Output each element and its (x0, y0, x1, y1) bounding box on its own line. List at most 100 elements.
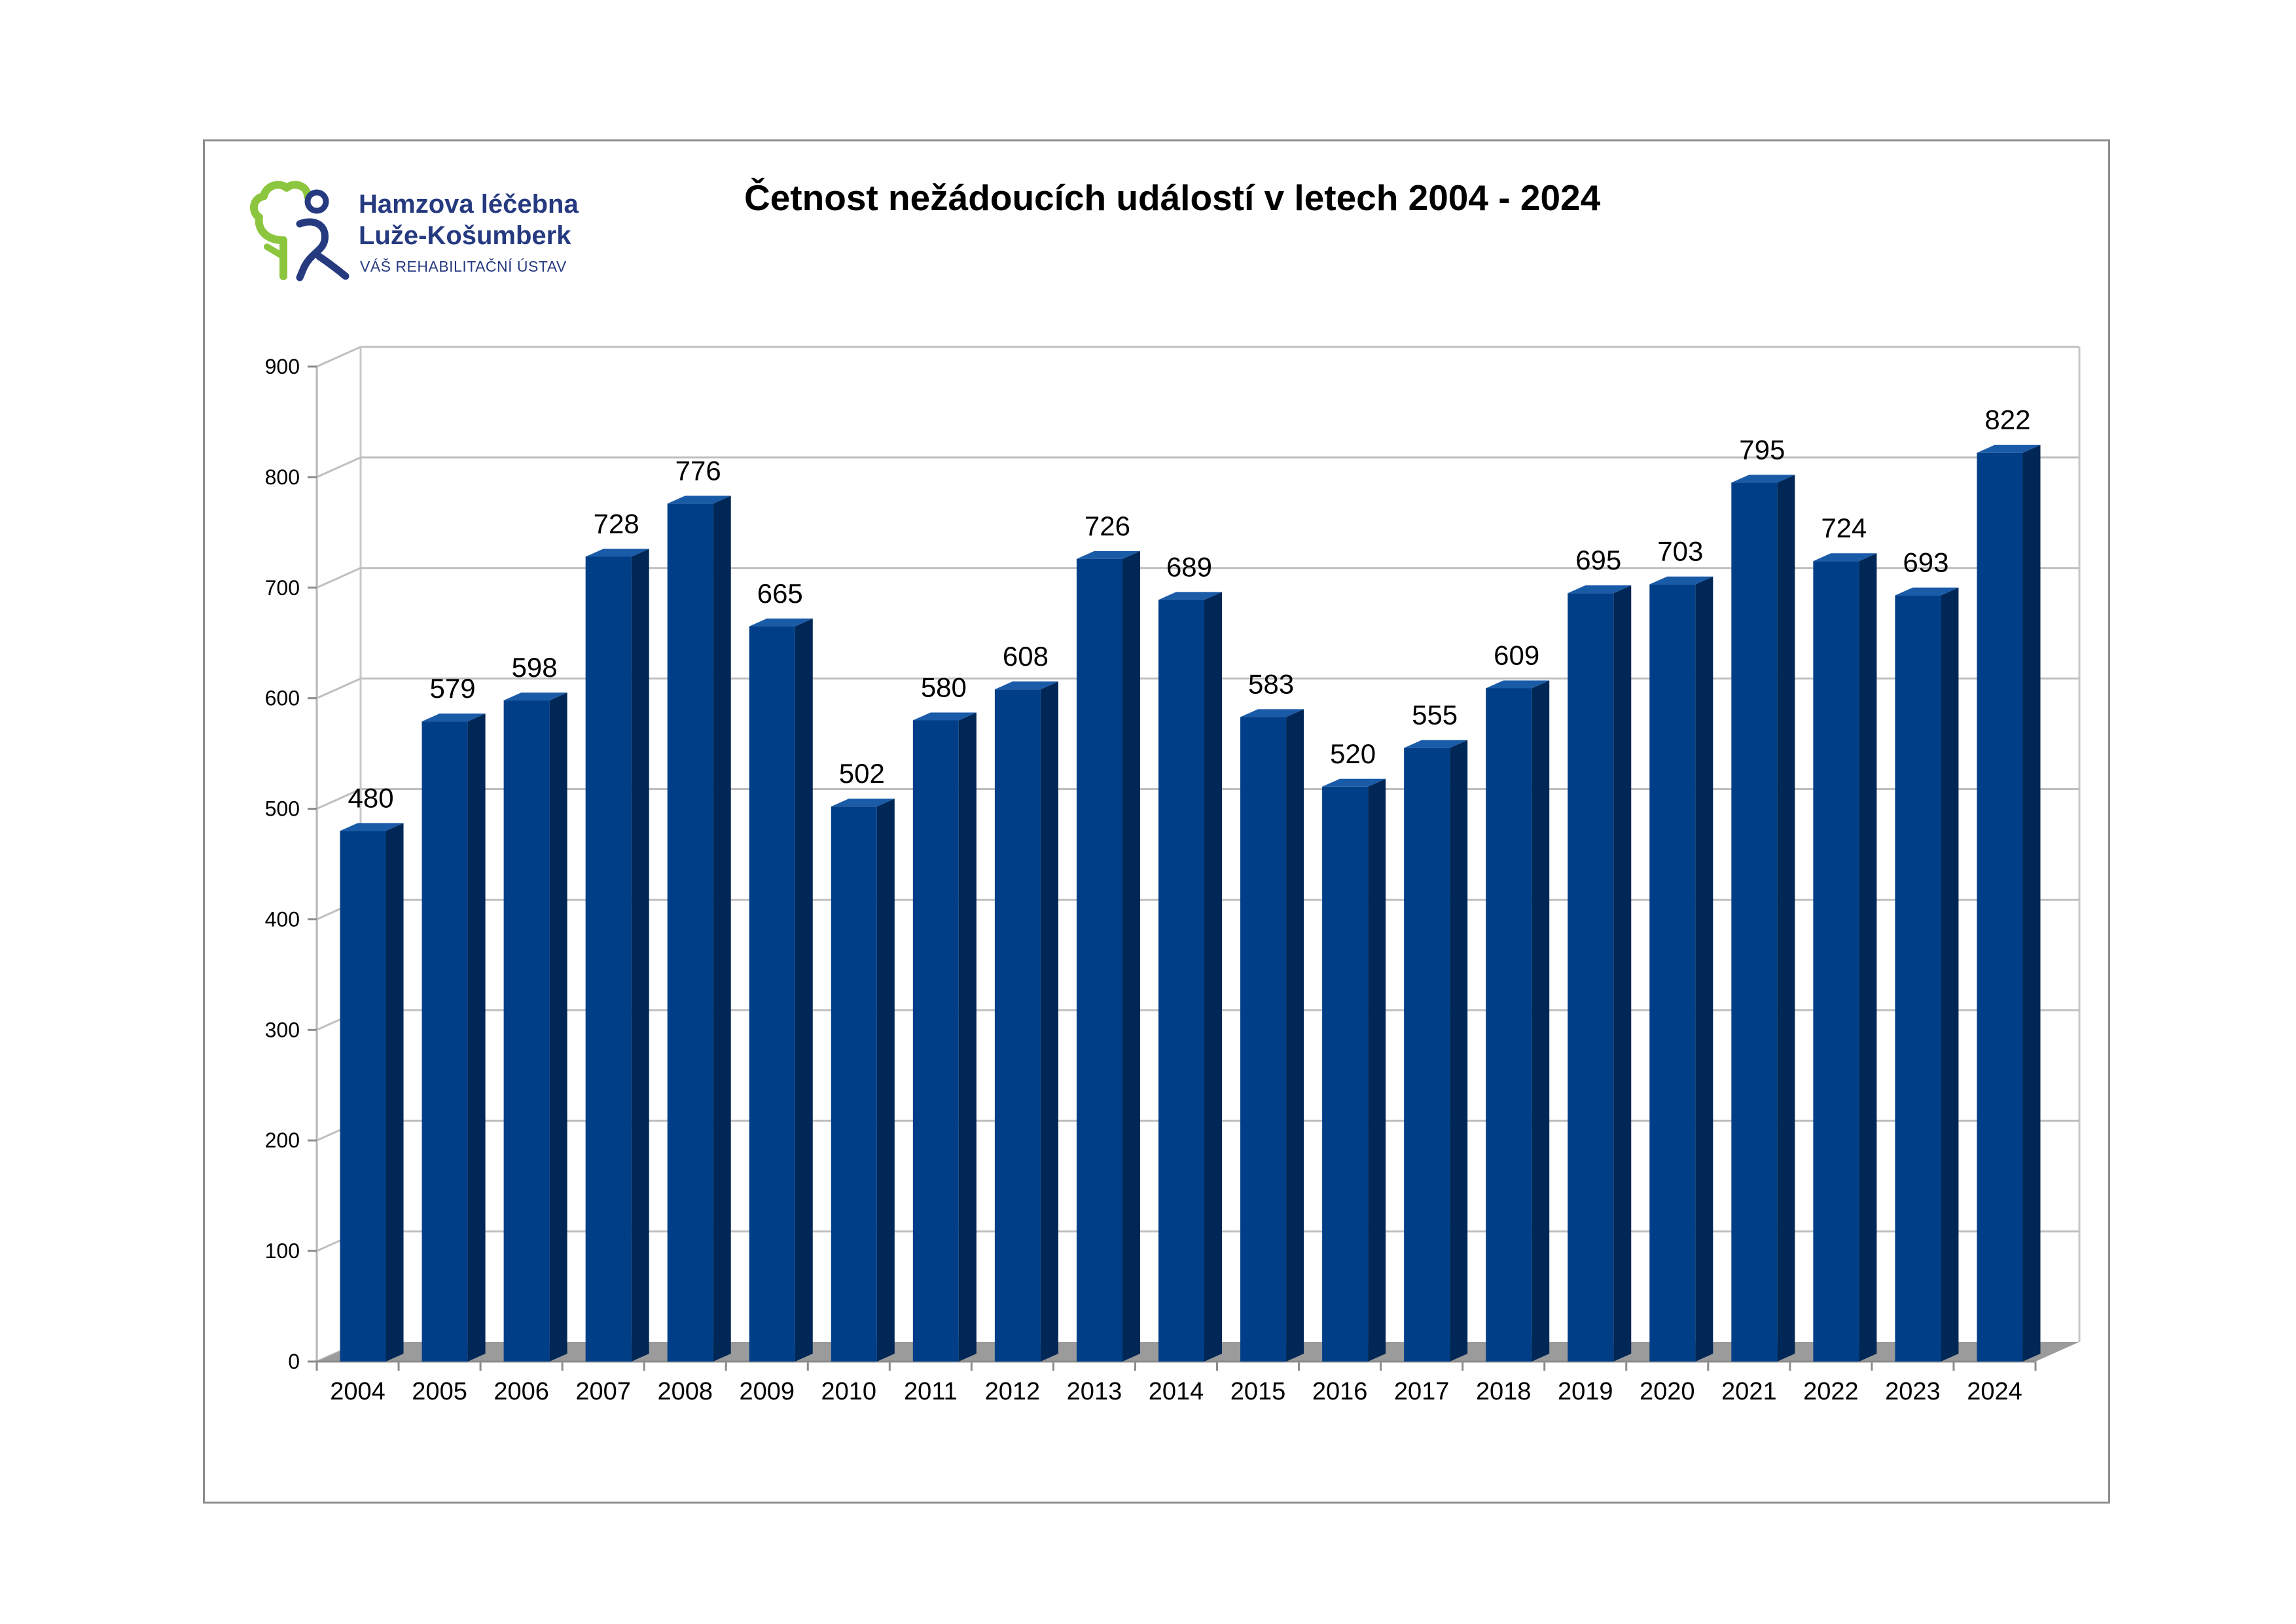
data-label-2015: 583 (1248, 668, 1294, 699)
logo-tree-figure-icon (250, 181, 350, 281)
bar-top-2014 (1158, 592, 1223, 600)
data-label-2014: 689 (1166, 551, 1212, 582)
x-tick-label-2018: 2018 (1476, 1378, 1532, 1405)
bar-2012 (994, 689, 1041, 1362)
y-tick-label-200: 200 (265, 1128, 300, 1152)
bar-side-2005 (467, 713, 486, 1362)
bar-2024 (1977, 452, 2023, 1362)
data-label-2018: 609 (1494, 640, 1539, 670)
data-label-2009: 665 (757, 578, 803, 609)
x-tick-label-2008: 2008 (657, 1378, 713, 1405)
bar-side-2010 (876, 799, 895, 1362)
bar-2018 (1486, 688, 1532, 1362)
x-tick-label-2007: 2007 (575, 1378, 631, 1405)
data-label-2021: 795 (1739, 434, 1785, 465)
bar-side-2015 (1286, 709, 1304, 1362)
bar-side-2020 (1695, 576, 1713, 1362)
data-label-2004: 480 (348, 782, 393, 813)
bar-side-2022 (1859, 553, 1877, 1362)
y-tick-label-600: 600 (265, 687, 300, 710)
logo-name-line1: Hamzova léčebna (359, 190, 579, 219)
x-tick-label-2021: 2021 (1721, 1378, 1777, 1405)
bar-side-2024 (2022, 444, 2041, 1362)
bar-2004 (340, 831, 386, 1362)
bar-top-2004 (340, 823, 404, 831)
bar-side-2007 (631, 549, 649, 1362)
bar-top-2024 (1977, 444, 2041, 453)
bar-side-2006 (549, 693, 567, 1362)
x-tick-label-2004: 2004 (330, 1378, 386, 1405)
bar-top-2020 (1649, 576, 1713, 585)
bar-2005 (422, 721, 468, 1362)
bar-side-2021 (1777, 475, 1795, 1362)
bars (340, 444, 2041, 1362)
bar-2016 (1322, 786, 1369, 1362)
bar-2009 (749, 626, 795, 1362)
bar-top-2005 (422, 713, 486, 722)
x-tick-label-2016: 2016 (1312, 1378, 1368, 1405)
y-axis-ticks: 0 100 200 300 400 500 600 700 800 900 (265, 355, 300, 1373)
x-tick-label-2010: 2010 (821, 1378, 877, 1405)
x-tick-label-2009: 2009 (739, 1378, 795, 1405)
bar-2020 (1649, 584, 1696, 1362)
bar-side-2004 (386, 823, 404, 1362)
bar-2017 (1404, 748, 1450, 1362)
bar-2023 (1895, 595, 1941, 1362)
data-label-2010: 502 (839, 758, 885, 789)
bar-top-2019 (1568, 585, 1632, 594)
x-tick-label-2017: 2017 (1394, 1378, 1450, 1405)
bar-side-2018 (1532, 680, 1550, 1362)
chart-title: Četnost nežádoucích událostí v letech 20… (744, 177, 1601, 218)
x-tick-label-2012: 2012 (985, 1378, 1041, 1405)
bar-2011 (912, 720, 959, 1362)
data-label-2011: 580 (921, 672, 967, 702)
bar-top-2006 (503, 693, 567, 701)
x-tick-label-2022: 2022 (1803, 1378, 1859, 1405)
data-label-2022: 724 (1821, 513, 1867, 543)
bar-top-2013 (1076, 550, 1140, 559)
bar-side-2019 (1613, 585, 1632, 1362)
bar-2014 (1158, 600, 1205, 1362)
bar-2021 (1731, 482, 1778, 1362)
bar-top-2010 (831, 799, 895, 807)
gridline-side-700 (316, 567, 361, 589)
x-tick-label-2014: 2014 (1149, 1378, 1204, 1405)
bar-top-2009 (749, 618, 813, 626)
bar-top-2023 (1895, 587, 1959, 596)
y-tick-label-400: 400 (265, 907, 300, 931)
data-label-2007: 728 (594, 508, 639, 539)
x-tick-label-2023: 2023 (1885, 1378, 1941, 1405)
bar-side-2023 (1941, 587, 1959, 1362)
x-axis-ticks: 2004 2005 2006 2007 2008 2009 2010 2011 2012 2013… (315, 1362, 2037, 1405)
bar-top-2016 (1322, 778, 1386, 787)
logo-name-line2: Luže-Košumberk (359, 221, 571, 250)
bar-top-2015 (1240, 709, 1304, 717)
bar-side-2008 (713, 496, 731, 1362)
data-label-2008: 776 (675, 455, 721, 486)
data-label-2020: 703 (1657, 536, 1703, 567)
bar-top-2017 (1404, 740, 1468, 748)
x-tick-label-2020: 2020 (1640, 1378, 1695, 1405)
bar-2008 (667, 503, 713, 1362)
gridline-side-600 (316, 677, 361, 700)
x-tick-label-2005: 2005 (412, 1378, 467, 1405)
x-tick-label-2015: 2015 (1230, 1378, 1286, 1405)
data-label-2005: 579 (430, 673, 476, 704)
data-labels: 480 579 598 728 776 665 502 580 608 726 689 583 520 5… (348, 405, 2030, 814)
logo: Hamzova léčebna Luže-Košumberk VÁŠ REHAB… (247, 178, 614, 283)
bar-2019 (1568, 593, 1614, 1362)
bar-side-2011 (958, 712, 977, 1362)
data-label-2012: 608 (1003, 641, 1049, 672)
bar-top-2011 (912, 712, 977, 721)
bar-side-2012 (1040, 681, 1058, 1362)
y-tick-label-700: 700 (265, 576, 300, 600)
y-tick-label-300: 300 (265, 1018, 300, 1041)
data-label-2006: 598 (512, 652, 558, 683)
bar-side-2016 (1368, 778, 1386, 1362)
bar-2007 (585, 556, 632, 1362)
data-label-2017: 555 (1412, 700, 1458, 731)
x-tick-label-2011: 2011 (904, 1378, 958, 1405)
bar-top-2018 (1486, 680, 1550, 689)
bar-2013 (1076, 558, 1122, 1362)
